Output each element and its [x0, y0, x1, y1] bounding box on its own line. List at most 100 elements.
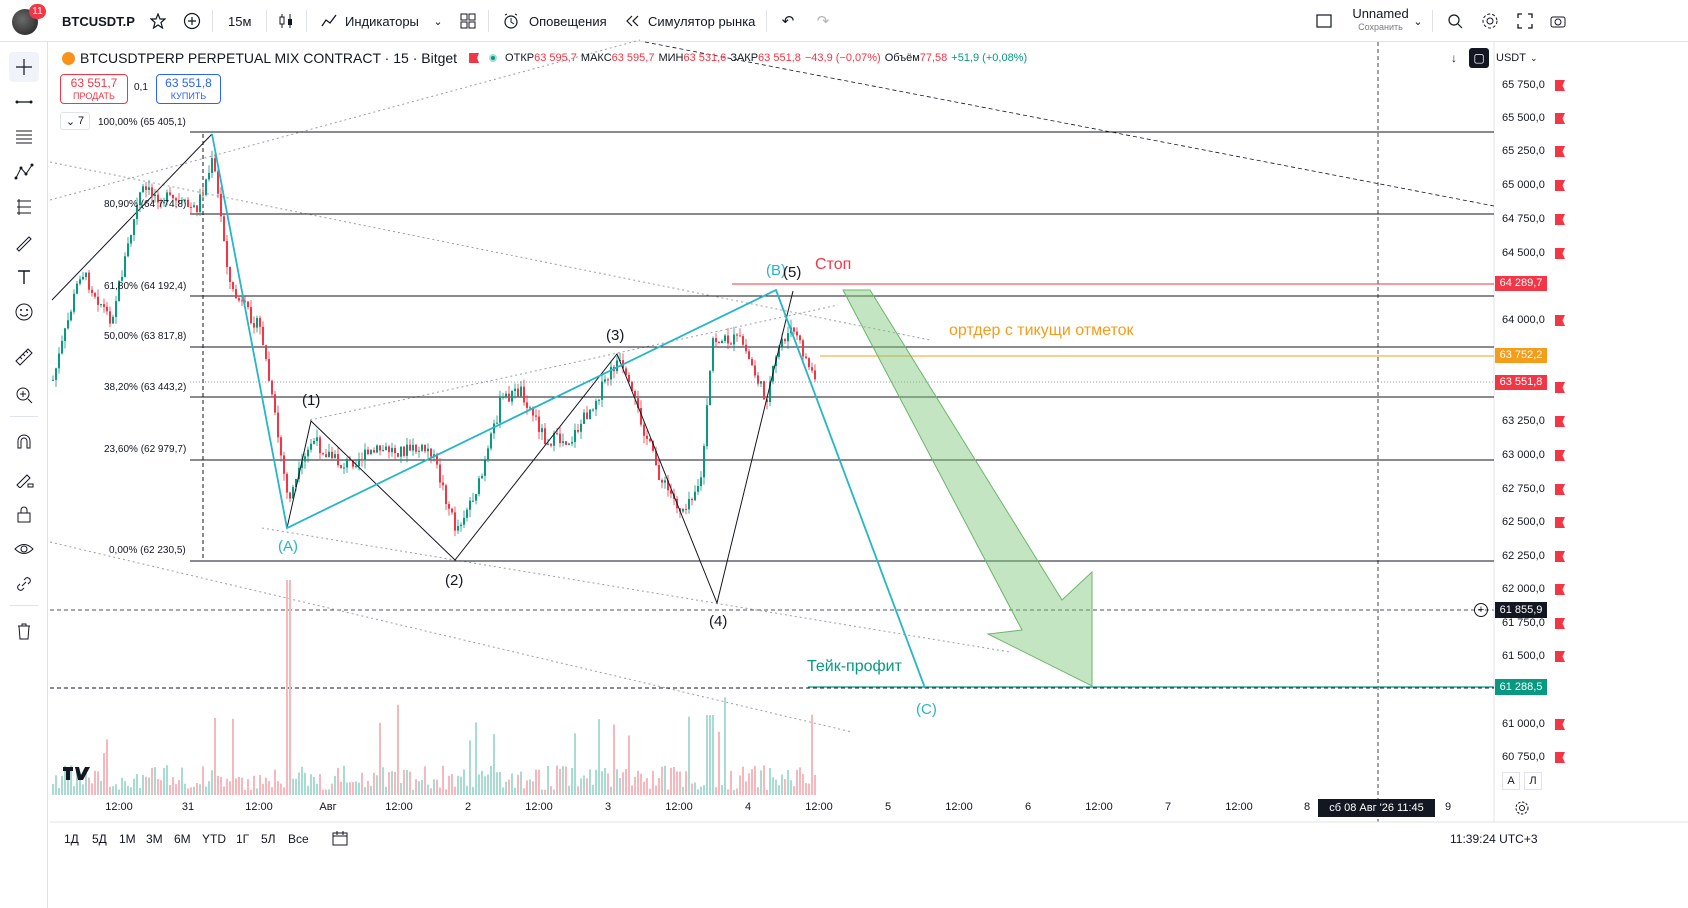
undo-icon[interactable]: ↶: [781, 13, 795, 30]
clock-timezone[interactable]: 11:39:24 UTC+3: [1450, 832, 1538, 846]
magnet-icon[interactable]: [9, 427, 39, 457]
alert-flag-icon[interactable]: [1555, 618, 1565, 629]
range-button-6[interactable]: 1Г: [236, 832, 250, 846]
alert-flag-icon[interactable]: [1555, 146, 1565, 157]
time-tick-label: 12:00: [1225, 801, 1253, 813]
layout-name[interactable]: Unnamed Сохранить: [1352, 6, 1409, 33]
alert-flag-icon[interactable]: [1555, 450, 1565, 461]
zoom-in-icon[interactable]: [9, 380, 39, 410]
candle-body: [67, 320, 69, 329]
calendar-icon[interactable]: [332, 830, 348, 851]
object-tree-icon[interactable]: ▢: [1469, 48, 1489, 68]
alert-flag-icon[interactable]: [1555, 315, 1565, 326]
candle-body: [139, 192, 141, 206]
range-button-4[interactable]: 6М: [174, 832, 191, 846]
add-symbol-icon[interactable]: [182, 11, 202, 31]
indicators-button[interactable]: Индикаторы: [345, 13, 419, 29]
forecast-icon[interactable]: [9, 192, 39, 222]
range-button-7[interactable]: 5Л: [261, 832, 276, 846]
candles-icon[interactable]: [276, 11, 296, 31]
range-button-0[interactable]: 1Д: [64, 832, 79, 846]
tradingview-logo[interactable]: [62, 764, 92, 787]
alert-flag-icon[interactable]: [1555, 416, 1565, 427]
alert-flag-icon[interactable]: [1555, 551, 1565, 562]
trend-line-icon[interactable]: [9, 87, 39, 117]
snapshot-camera-icon[interactable]: [1548, 11, 1568, 31]
interval-button[interactable]: 15м: [228, 13, 252, 29]
emoji-icon[interactable]: [9, 297, 39, 327]
alerts-button[interactable]: Оповещения: [529, 13, 607, 29]
alert-flag-icon[interactable]: [1555, 752, 1565, 763]
quick-search-icon[interactable]: [1445, 11, 1465, 31]
redo-icon[interactable]: ↷: [816, 13, 830, 30]
download-arrow-icon[interactable]: ↓: [1451, 51, 1457, 65]
volume-bar: [166, 765, 168, 795]
volume-bar: [241, 777, 243, 795]
range-button-5[interactable]: YTD: [202, 832, 226, 846]
alert-flag-icon[interactable]: [1555, 113, 1565, 124]
candle-body: [430, 448, 432, 457]
alert-flag-icon[interactable]: [1555, 651, 1565, 662]
templates-icon[interactable]: [458, 11, 478, 31]
indicators-icon[interactable]: [319, 11, 339, 31]
chevron-down-icon[interactable]: ⌄: [433, 15, 443, 28]
volume-bar: [610, 786, 612, 795]
volume-bar: [277, 781, 279, 795]
currency-select[interactable]: USDT ⌄: [1496, 52, 1538, 64]
fib-tool-icon[interactable]: [9, 122, 39, 152]
candle-body: [184, 199, 186, 201]
add-plus-icon[interactable]: +: [1474, 603, 1488, 617]
volume-bar: [424, 766, 426, 795]
replay-button[interactable]: Симулятор рынка: [648, 13, 756, 29]
candle-body: [295, 479, 297, 488]
symbol-search[interactable]: BTCUSDT.P: [56, 8, 170, 34]
flag-icon[interactable]: [469, 53, 480, 63]
crosshair-icon[interactable]: [9, 52, 39, 82]
alert-flag-icon[interactable]: [1555, 584, 1565, 595]
alert-flag-icon[interactable]: [1555, 248, 1565, 259]
log-scale-button[interactable]: Л: [1524, 772, 1542, 790]
range-button-8[interactable]: Все: [288, 832, 309, 846]
eye-icon[interactable]: [9, 534, 39, 564]
price-tick-label: 61 500,0: [1502, 650, 1545, 662]
layout-square-icon[interactable]: [1314, 11, 1334, 31]
alarm-icon[interactable]: [501, 11, 521, 31]
settings-gear-icon[interactable]: [1480, 11, 1500, 31]
candle-body: [598, 399, 600, 401]
candle-body: [274, 394, 276, 413]
legend-title[interactable]: BTCUSDTPERP PERPETUAL MIX CONTRACT · 15 …: [80, 50, 458, 66]
draw-mode-icon[interactable]: [9, 463, 39, 493]
candle-body: [661, 480, 663, 483]
volume-bar: [262, 783, 264, 795]
ruler-icon[interactable]: [9, 342, 39, 372]
alert-flag-icon[interactable]: [1555, 484, 1565, 495]
alert-flag-icon[interactable]: [1555, 517, 1565, 528]
time-settings-gear-icon[interactable]: [1514, 800, 1532, 818]
volume-bars: [52, 580, 816, 795]
alert-flag-icon[interactable]: [1555, 214, 1565, 225]
alert-flag-icon[interactable]: [1555, 719, 1565, 730]
collapse-indicators-button[interactable]: ⌄ 7: [60, 112, 90, 130]
replay-icon[interactable]: [622, 11, 642, 31]
pattern-icon[interactable]: [9, 157, 39, 187]
sell-button[interactable]: 63 551,7 ПРОДАТЬ: [60, 74, 128, 104]
fullscreen-icon[interactable]: [1515, 11, 1535, 31]
buy-button[interactable]: 63 551,8 КУПИТЬ: [156, 74, 221, 104]
alert-flag-icon[interactable]: [1555, 80, 1565, 91]
lock-icon[interactable]: [9, 499, 39, 529]
link-icon[interactable]: [9, 569, 39, 599]
range-button-3[interactable]: 3М: [146, 832, 163, 846]
trash-icon[interactable]: [9, 616, 39, 646]
auto-scale-button[interactable]: A: [1502, 772, 1520, 790]
range-button-1[interactable]: 5Д: [92, 832, 107, 846]
watchlist-icon[interactable]: [148, 11, 168, 31]
alert-flag-icon[interactable]: [1555, 180, 1565, 191]
candle-body: [238, 298, 240, 301]
layout-chevron-icon[interactable]: ⌄: [1413, 15, 1423, 28]
text-icon[interactable]: [9, 262, 39, 292]
brush-icon[interactable]: [9, 227, 39, 257]
volume-bar: [577, 786, 579, 795]
range-button-2[interactable]: 1М: [119, 832, 136, 846]
alert-flag-icon[interactable]: [1555, 382, 1565, 393]
